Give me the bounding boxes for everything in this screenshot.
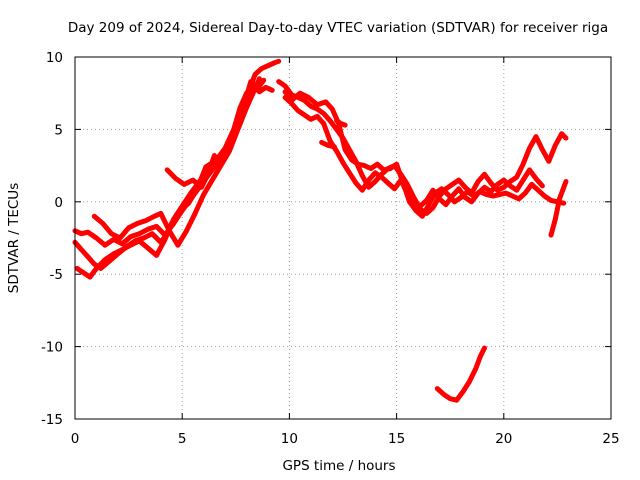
y-tick-label--10: -10 [41,340,63,356]
axis-ticks: 0 5 10 15 20 25 -15 -10 -5 0 5 10 [41,50,620,447]
plot-frame [74,56,612,420]
y-tick-label--15: -15 [41,412,63,428]
series-arc-8 [282,95,545,209]
x-axis-label: GPS time / hours [282,458,395,474]
y-tick-label--5: -5 [50,267,63,283]
x-tick-label-10: 10 [281,431,298,447]
series-arc-10 [334,118,348,128]
y-tick-label-0: 0 [54,195,63,211]
series-arc-9 [319,139,337,150]
x-tick-label-20: 20 [495,431,512,447]
x-tick-label-25: 25 [602,431,619,447]
y-tick-label-10: 10 [46,50,63,66]
data-series [72,58,569,403]
x-tick-label-15: 15 [388,431,405,447]
series-arc-12 [434,345,487,403]
x-tick-label-5: 5 [178,431,187,447]
y-axis-label: SDTVAR / TECUs [6,183,22,293]
x-tick-label-0: 0 [71,431,80,447]
y-tick-label-5: 5 [54,122,63,138]
series-arc-5 [164,153,217,190]
series-arc-4 [91,76,262,248]
chart-title: Day 209 of 2024, Sidereal Day-to-day VTE… [68,20,608,36]
series-arc-11 [548,179,569,238]
series-arc-7 [282,89,567,219]
